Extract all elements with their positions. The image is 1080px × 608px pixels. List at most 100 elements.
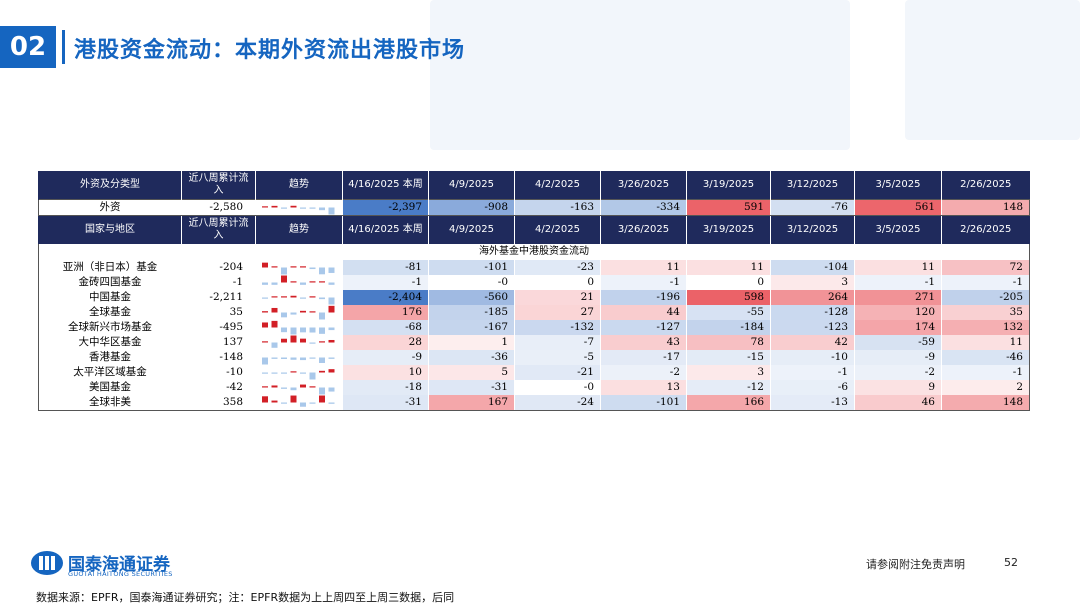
trend-cell xyxy=(255,395,343,411)
trend-cell xyxy=(255,305,343,320)
trend-bar xyxy=(281,372,287,374)
table-row: 全球非美 358 -31 167 -24 -101 166 -13 46 148 xyxy=(38,395,1030,411)
trend-bar xyxy=(262,372,268,374)
flow-value: 1 xyxy=(428,335,515,350)
trend-cell xyxy=(255,320,343,335)
table-row: 中国基金 -2,211 -2,404 -560 21 -196 598 264 271 -205 xyxy=(38,290,1030,305)
cumulative-value: -148 xyxy=(181,350,256,365)
row-name: 中国基金 xyxy=(38,290,182,305)
flow-value: 44 xyxy=(600,305,687,320)
flow-value: -560 xyxy=(428,290,515,305)
trend-bar xyxy=(309,281,316,283)
trend-cell xyxy=(255,365,343,380)
flow-value: -1 xyxy=(342,275,429,290)
trend-bar xyxy=(319,312,325,320)
flow-value: -104 xyxy=(770,260,855,275)
trend-bar xyxy=(319,387,325,395)
flow-value: -334 xyxy=(600,199,687,216)
trend-bar xyxy=(290,266,297,268)
trend-bar xyxy=(300,327,306,333)
trend-bar xyxy=(319,395,325,403)
trend-sparkline xyxy=(262,305,335,320)
flow-value: 3 xyxy=(686,365,771,380)
trend-bar xyxy=(271,266,278,268)
trend-sparkline xyxy=(262,320,335,335)
table-row: 全球新兴市场基金 -495 -68 -167 -132 -127 -184 -123 174 13… xyxy=(38,320,1030,335)
trend-bar xyxy=(319,281,325,283)
trend-bar xyxy=(290,357,297,360)
flow-value: -2 xyxy=(854,365,942,380)
trend-bar xyxy=(281,275,287,283)
company-logo-icon xyxy=(31,551,63,575)
source-note: 数据来源：EPFR，国泰海通证券研究；注：EPFR数据为上上周四至上周三数据，后… xyxy=(36,591,455,604)
flow-value: 72 xyxy=(941,260,1030,275)
trend-bar xyxy=(271,385,278,388)
trend-bar xyxy=(300,372,306,374)
flow-value: -0 xyxy=(428,275,515,290)
flow-value: -55 xyxy=(686,305,771,320)
trend-bar xyxy=(290,327,297,335)
trend-bar xyxy=(281,327,287,333)
section-label: 海外基金中港股资金流动 xyxy=(38,244,1030,260)
row-name: 太平洋区域基金 xyxy=(38,365,182,380)
flow-value: -23 xyxy=(514,260,601,275)
header-cell: 3/5/2025 xyxy=(854,170,942,200)
flow-value: -101 xyxy=(428,260,515,275)
trend-bar xyxy=(300,310,306,313)
flow-value: -18 xyxy=(342,380,429,395)
flow-value: 13 xyxy=(600,380,687,395)
trend-sparkline xyxy=(262,275,335,285)
trend-bar xyxy=(300,282,306,285)
header-cell: 趋势 xyxy=(255,170,343,200)
page-title: 港股资金流动：本期外资流出港股市场 xyxy=(74,38,466,63)
table-row: 香港基金 -148 -9 -36 -5 -17 -15 -10 -9 -46 xyxy=(38,350,1030,365)
logo-text: 国泰海通证券 xyxy=(68,555,170,575)
trend-bar xyxy=(271,357,278,359)
flow-value: -31 xyxy=(428,380,515,395)
cumulative-value: -1 xyxy=(181,275,256,290)
trend-bar xyxy=(281,207,287,209)
flow-value: -123 xyxy=(770,320,855,335)
trend-bar xyxy=(309,357,316,359)
flow-value: -0 xyxy=(514,380,601,395)
flow-value: -2,397 xyxy=(342,199,429,216)
flow-value: -132 xyxy=(514,320,601,335)
flow-value: 271 xyxy=(854,290,942,305)
trend-cell xyxy=(255,275,343,290)
flow-value: 148 xyxy=(941,395,1030,411)
flow-value: 27 xyxy=(514,305,601,320)
trend-sparkline xyxy=(262,262,335,275)
bg-decoration xyxy=(905,0,1080,140)
trend-bar xyxy=(328,282,335,285)
subheader-cell: 2/26/2025 xyxy=(941,215,1030,244)
trend-bar xyxy=(328,297,335,305)
trend-sparkline xyxy=(262,295,335,305)
trend-bar xyxy=(300,297,306,299)
row-name: 亚洲（非日本）基金 xyxy=(38,260,182,275)
cumulative-value: -2,211 xyxy=(181,290,256,305)
flow-value: 42 xyxy=(770,335,855,350)
subheader-cell: 4/16/2025 本周 xyxy=(342,215,429,244)
flow-value: -17 xyxy=(600,350,687,365)
cumulative-value: -204 xyxy=(181,260,256,275)
row-name: 全球新兴市场基金 xyxy=(38,320,182,335)
trend-bar xyxy=(290,295,297,298)
flow-value: 120 xyxy=(854,305,942,320)
trend-bar xyxy=(281,402,287,404)
flow-value: -81 xyxy=(342,260,429,275)
flow-value: 0 xyxy=(686,275,771,290)
flow-value: 148 xyxy=(941,199,1030,216)
flow-value: 3 xyxy=(770,275,855,290)
trend-bar xyxy=(309,311,316,313)
trend-bar xyxy=(271,372,278,374)
trend-sparkline xyxy=(262,205,335,215)
trend-bar xyxy=(300,384,306,388)
trend-bar xyxy=(319,207,325,211)
flow-value: -1 xyxy=(941,275,1030,290)
disclaimer: 请参阅附注免责声明 xyxy=(866,558,965,571)
cumulative-value: -2,580 xyxy=(181,199,256,216)
row-name: 全球基金 xyxy=(38,305,182,320)
flow-value: -21 xyxy=(514,365,601,380)
trend-cell xyxy=(255,380,343,395)
flow-value: -185 xyxy=(428,305,515,320)
